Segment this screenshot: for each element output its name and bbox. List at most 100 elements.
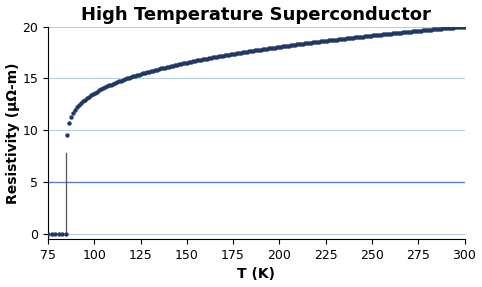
Point [221,53,228,58]
Point [121,77,129,82]
Point [217,54,225,58]
Point [197,57,204,62]
Point [383,32,390,36]
Point [285,43,293,48]
Point [167,64,174,68]
Point [323,38,331,43]
Point [179,61,187,66]
Point [83,96,91,100]
Point [381,32,388,36]
Point [111,81,119,85]
Point [428,27,436,32]
Point [73,105,80,110]
Point [297,42,305,46]
Point [349,35,357,40]
Point [445,26,453,30]
Point [181,61,188,65]
Point [193,58,201,63]
Point [115,79,122,84]
Point [51,232,59,236]
Point [125,75,133,80]
Point [169,63,176,68]
Point [239,50,246,55]
Point [67,115,75,120]
Point [63,133,71,137]
Point [215,54,223,59]
Point [423,28,430,32]
Point [442,26,450,30]
Point [449,25,456,30]
Point [129,74,136,79]
Point [273,45,281,50]
Point [139,71,147,76]
Point [369,33,376,38]
Point [133,73,141,77]
Point [301,41,308,46]
Point [439,26,446,31]
Point [361,34,368,39]
Point [289,43,296,47]
Point [203,56,211,61]
Point [69,111,77,116]
Point [295,42,303,46]
Point [75,103,82,108]
Point [409,29,416,34]
Point [283,44,291,48]
Point [275,45,282,49]
Point [421,28,428,32]
Point [145,69,153,74]
Point [77,101,85,105]
Point [189,59,197,64]
Point [293,42,300,47]
Point [341,36,348,41]
Point [113,80,120,84]
Point [271,45,279,50]
Point [307,40,314,45]
Point [65,121,73,125]
Point [395,30,402,35]
Point [127,75,134,79]
Point [123,76,131,81]
Point [71,108,79,113]
Point [141,71,148,75]
Point [335,37,342,42]
Point [85,94,93,99]
Point [265,46,272,51]
Point [103,84,111,89]
Point [388,31,396,36]
Point [437,26,444,31]
Point [461,24,469,29]
Point [237,50,244,55]
Point [431,27,439,32]
Point [225,52,232,57]
Point [319,39,326,44]
Point [165,64,173,69]
Point [117,78,125,83]
Point [149,68,157,73]
Point [191,59,199,63]
Point [309,40,317,45]
Point [291,42,298,47]
Point [415,28,422,33]
Point [137,72,145,76]
Point [435,27,442,31]
Point [355,35,362,39]
Point [387,31,394,36]
Point [363,34,371,38]
Point [62,232,70,236]
Point [425,28,432,32]
Point [259,47,267,52]
Point [453,25,460,30]
Point [105,83,113,88]
Point [135,72,143,77]
Point [359,34,366,39]
Point [402,30,410,34]
Point [351,35,359,40]
Point [279,44,286,49]
Point [97,87,105,92]
Point [269,46,277,50]
Point [317,39,324,44]
Point [391,31,399,36]
Point [249,49,256,53]
Point [371,33,378,38]
